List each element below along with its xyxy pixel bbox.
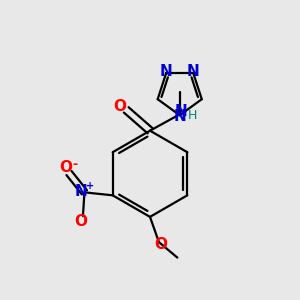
Text: N: N (160, 64, 172, 79)
Text: H: H (188, 109, 197, 122)
Text: N: N (187, 64, 200, 79)
Text: -: - (72, 158, 77, 171)
Text: N: N (173, 109, 186, 124)
Text: N: N (75, 184, 88, 199)
Text: +: + (86, 181, 94, 191)
Text: N: N (175, 104, 188, 119)
Text: O: O (74, 214, 87, 229)
Text: O: O (154, 237, 167, 252)
Text: O: O (113, 99, 126, 114)
Text: O: O (59, 160, 73, 175)
